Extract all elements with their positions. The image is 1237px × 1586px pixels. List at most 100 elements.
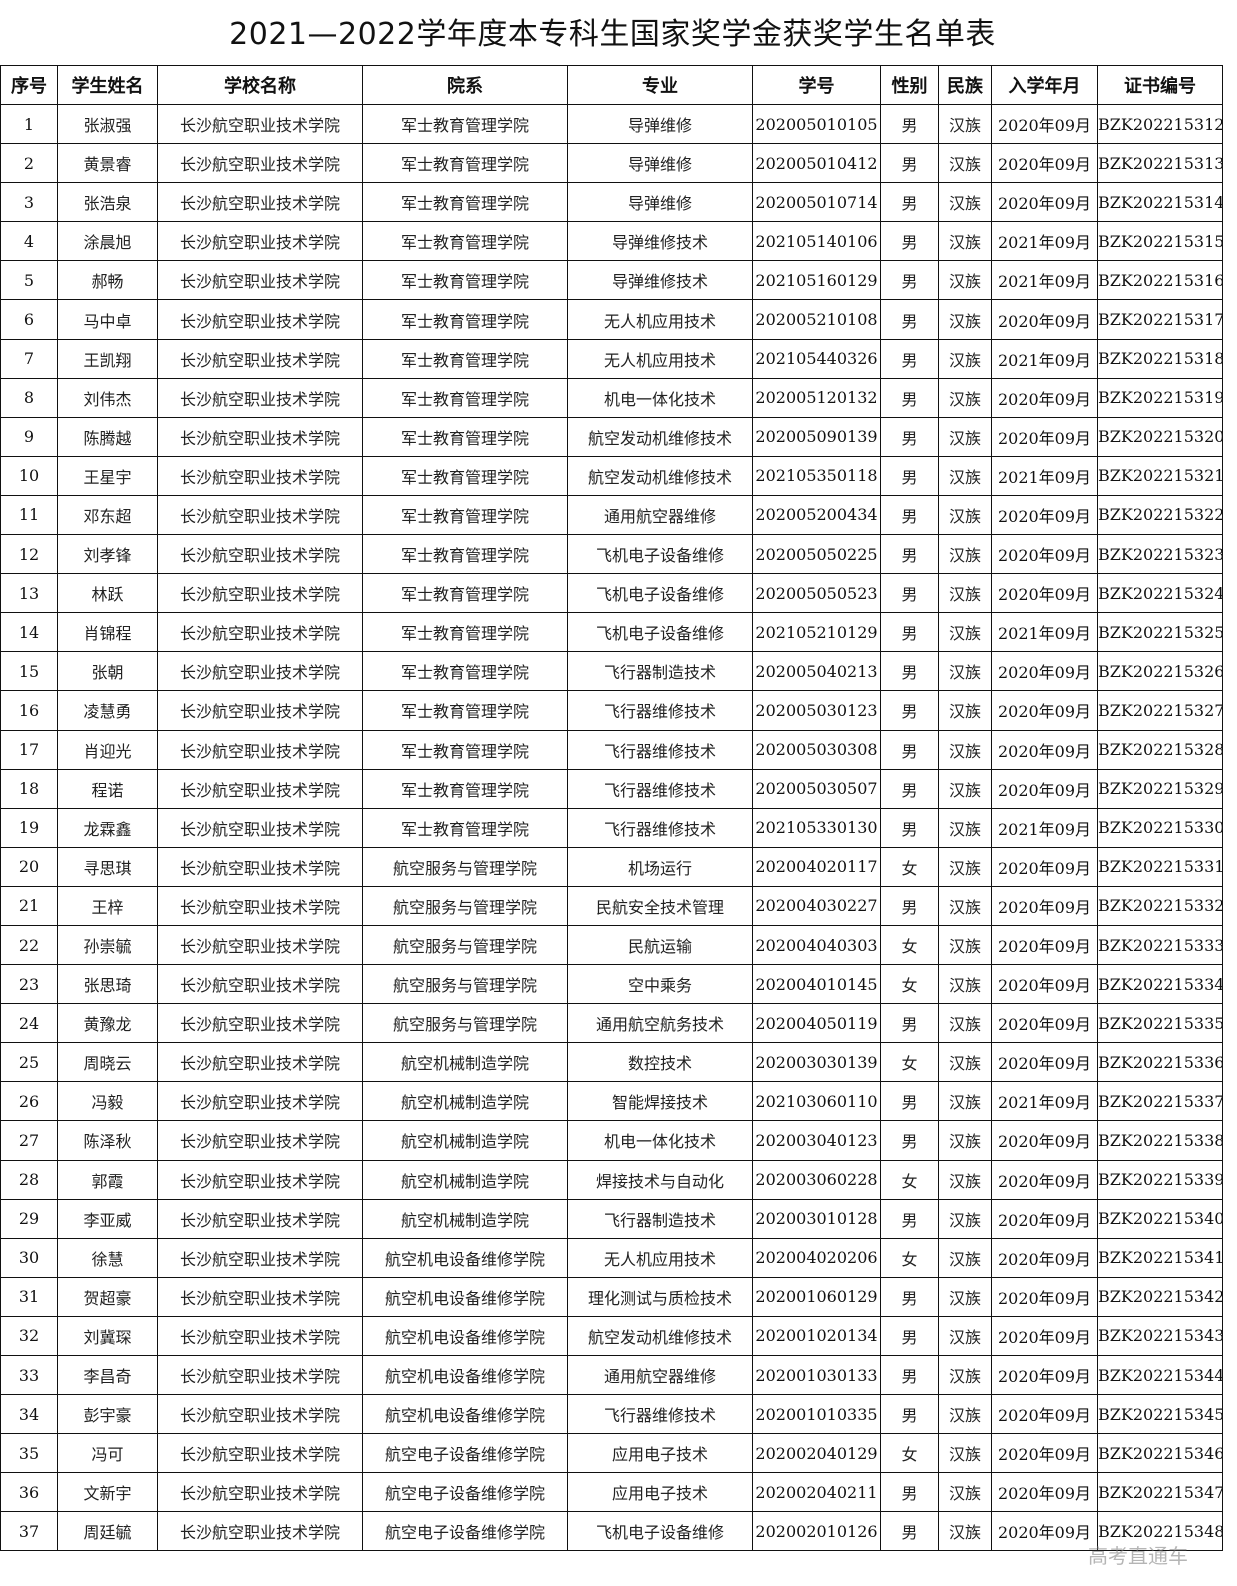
- cell-school-name: 长沙航空职业技术学院: [157, 534, 363, 575]
- cell-enrollment-date: 2020年09月: [991, 729, 1098, 770]
- cell-enrollment-date: 2020年09月: [991, 1237, 1098, 1278]
- cell-ethnicity: 汉族: [938, 1394, 992, 1435]
- table-row: 35 冯可 长沙航空职业技术学院 航空电子设备维修学院 应用电子技术 2020020401…: [0, 1433, 1223, 1474]
- cell-major: 焊接技术与自动化: [567, 1159, 753, 1200]
- cell-department: 军士教育管理学院: [362, 807, 568, 848]
- cell-certificate-number: BZK202215316: [1097, 260, 1223, 301]
- cell-major: 导弹维修: [567, 182, 753, 223]
- cell-student-id: 202004050119: [752, 1003, 881, 1044]
- cell-school-name: 长沙航空职业技术学院: [157, 807, 363, 848]
- cell-major: 通用航空航务技术: [567, 1003, 753, 1044]
- cell-gender: 女: [880, 1042, 939, 1083]
- column-header-student-name: 学生姓名: [57, 65, 158, 105]
- cell-gender: 男: [880, 338, 939, 379]
- cell-index: 37: [0, 1511, 58, 1552]
- cell-index: 1: [0, 103, 58, 145]
- cell-student-name: 李昌奇: [57, 1354, 158, 1396]
- cell-certificate-number: BZK202215325: [1097, 612, 1223, 653]
- cell-school-name: 长沙航空职业技术学院: [157, 885, 363, 926]
- cell-department: 军士教育管理学院: [362, 612, 568, 653]
- cell-certificate-number: BZK202215319: [1097, 377, 1223, 418]
- cell-gender: 女: [880, 1159, 939, 1200]
- cell-student-name: 涂晨旭: [57, 221, 158, 262]
- cell-school-name: 长沙航空职业技术学院: [157, 182, 363, 223]
- cell-ethnicity: 汉族: [938, 221, 992, 262]
- cell-school-name: 长沙航空职业技术学院: [157, 1120, 363, 1161]
- cell-certificate-number: BZK202215324: [1097, 573, 1223, 614]
- cell-school-name: 长沙航空职业技术学院: [157, 768, 363, 809]
- cell-student-id: 202105330130: [752, 807, 881, 848]
- cell-student-id: 202002040211: [752, 1472, 881, 1513]
- cell-student-id: 202105160129: [752, 260, 881, 301]
- cell-gender: 男: [880, 455, 939, 496]
- cell-major: 飞机电子设备维修: [567, 1511, 753, 1552]
- cell-student-name: 张思琦: [57, 964, 158, 1005]
- cell-index: 3: [0, 182, 58, 223]
- cell-major: 无人机应用技术: [567, 1237, 753, 1278]
- column-header-department: 院系: [362, 65, 568, 105]
- table-row: 8 刘伟杰 长沙航空职业技术学院 军士教育管理学院 机电一体化技术 20200512013…: [0, 377, 1223, 418]
- cell-student-name: 刘冀琛: [57, 1315, 158, 1357]
- cell-enrollment-date: 2020年09月: [991, 885, 1098, 926]
- cell-gender: 女: [880, 924, 939, 966]
- cell-school-name: 长沙航空职业技术学院: [157, 1511, 363, 1552]
- cell-enrollment-date: 2020年09月: [991, 103, 1098, 145]
- cell-student-name: 邓东超: [57, 494, 158, 536]
- cell-index: 19: [0, 807, 58, 848]
- cell-student-name: 马中卓: [57, 299, 158, 340]
- cell-certificate-number: BZK202215328: [1097, 729, 1223, 770]
- table-row: 14 肖锦程 长沙航空职业技术学院 军士教育管理学院 飞机电子设备维修 202105210…: [0, 612, 1223, 653]
- cell-certificate-number: BZK202215341: [1097, 1237, 1223, 1278]
- cell-gender: 男: [880, 182, 939, 223]
- cell-ethnicity: 汉族: [938, 299, 992, 340]
- cell-gender: 男: [880, 103, 939, 145]
- table-row: 24 黄豫龙 长沙航空职业技术学院 航空服务与管理学院 通用航空航务技术 20200405…: [0, 1003, 1223, 1044]
- cell-school-name: 长沙航空职业技术学院: [157, 846, 363, 887]
- cell-index: 33: [0, 1354, 58, 1396]
- cell-gender: 男: [880, 885, 939, 926]
- cell-enrollment-date: 2021年09月: [991, 612, 1098, 653]
- cell-enrollment-date: 2021年09月: [991, 455, 1098, 496]
- cell-certificate-number: BZK202215340: [1097, 1198, 1223, 1239]
- cell-certificate-number: BZK202215318: [1097, 338, 1223, 379]
- column-header-enrollment-date: 入学年月: [991, 65, 1098, 105]
- cell-enrollment-date: 2020年09月: [991, 1120, 1098, 1161]
- cell-student-id: 202005040213: [752, 651, 881, 692]
- cell-student-id: 202105210129: [752, 612, 881, 653]
- scholarship-table: 序号 学生姓名 学校名称 院系 专业 学号 性别 民族 入学年月 证书编号 1 张淑强 长沙航空职业技…: [0, 65, 1223, 1552]
- cell-major: 数控技术: [567, 1042, 753, 1083]
- cell-index: 2: [0, 143, 58, 184]
- cell-student-id: 202005090139: [752, 416, 881, 457]
- table-row: 3 张浩泉 长沙航空职业技术学院 军士教育管理学院 导弹维修 202005010714 男汉…: [0, 182, 1223, 223]
- cell-gender: 男: [880, 651, 939, 692]
- cell-department: 军士教育管理学院: [362, 221, 568, 262]
- cell-enrollment-date: 2020年09月: [991, 416, 1098, 457]
- cell-index: 36: [0, 1472, 58, 1513]
- table-row: 30 徐慧 长沙航空职业技术学院 航空机电设备维修学院 无人机应用技术 202004020…: [0, 1237, 1223, 1278]
- cell-department: 航空电子设备维修学院: [362, 1511, 568, 1552]
- cell-major: 智能焊接技术: [567, 1081, 753, 1122]
- cell-student-id: 202003010128: [752, 1198, 881, 1239]
- cell-index: 8: [0, 377, 58, 418]
- table-row: 15 张朝 长沙航空职业技术学院 军士教育管理学院 飞行器制造技术 20200504021…: [0, 651, 1223, 692]
- cell-certificate-number: BZK202215331: [1097, 846, 1223, 887]
- cell-gender: 女: [880, 1433, 939, 1474]
- cell-index: 22: [0, 924, 58, 966]
- table-row: 28 郭霞 长沙航空职业技术学院 航空机械制造学院 焊接技术与自动化 2020030602…: [0, 1159, 1223, 1200]
- cell-student-id: 202001030133: [752, 1354, 881, 1396]
- cell-student-name: 冯毅: [57, 1081, 158, 1122]
- cell-enrollment-date: 2021年09月: [991, 807, 1098, 848]
- cell-gender: 男: [880, 1394, 939, 1435]
- cell-enrollment-date: 2020年09月: [991, 651, 1098, 692]
- cell-student-name: 王星宇: [57, 455, 158, 496]
- cell-certificate-number: BZK202215344: [1097, 1354, 1223, 1396]
- cell-student-id: 202005010714: [752, 182, 881, 223]
- cell-ethnicity: 汉族: [938, 1120, 992, 1161]
- cell-ethnicity: 汉族: [938, 103, 992, 145]
- cell-index: 25: [0, 1042, 58, 1083]
- cell-ethnicity: 汉族: [938, 924, 992, 966]
- cell-gender: 女: [880, 964, 939, 1005]
- cell-department: 航空电子设备维修学院: [362, 1433, 568, 1474]
- cell-gender: 男: [880, 416, 939, 457]
- cell-ethnicity: 汉族: [938, 1276, 992, 1317]
